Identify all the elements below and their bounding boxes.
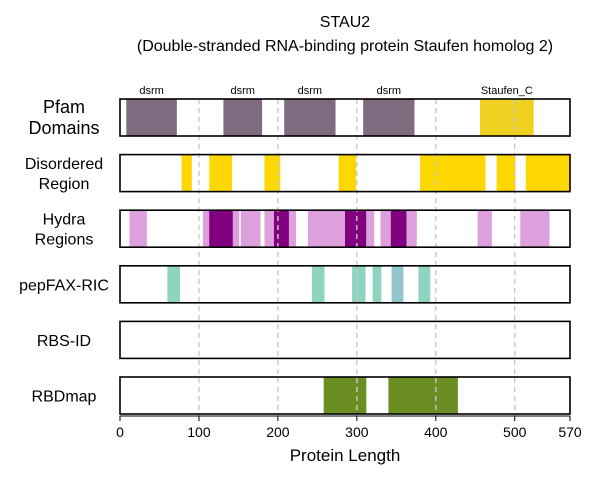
x-tick-label: 570	[558, 424, 582, 440]
track-segments	[126, 99, 534, 136]
x-tick-label: 0	[116, 424, 124, 440]
track-background	[120, 265, 570, 303]
track-label: RBS-ID	[37, 333, 91, 350]
feature-segment	[388, 377, 458, 414]
feature-segment	[232, 210, 240, 248]
domain-label: dsrm	[139, 85, 163, 97]
feature-segment	[240, 210, 261, 248]
x-tick-label: 200	[266, 424, 290, 440]
feature-segment	[380, 210, 391, 248]
track-label: pepFAX-RIC	[19, 277, 109, 294]
feature-segment	[129, 210, 147, 248]
track-label: Disordered	[25, 156, 103, 173]
feature-segment	[418, 265, 431, 303]
feature-segment	[525, 154, 570, 192]
feature-segment	[480, 99, 534, 136]
track: Hydra Regions	[35, 210, 570, 249]
feature-segment	[264, 210, 274, 248]
x-tick-label: 300	[345, 424, 369, 440]
domain-label: dsrm	[298, 85, 322, 97]
track: pepFAX-RIC	[19, 265, 570, 303]
feature-segment	[167, 265, 180, 303]
x-axis-title: Protein Length	[290, 446, 401, 465]
feature-segment	[209, 210, 233, 248]
track-border	[119, 320, 571, 360]
feature-segment	[372, 265, 382, 303]
track-background	[120, 321, 570, 359]
track-border	[119, 153, 571, 193]
feature-segment	[420, 154, 486, 192]
domain-label: dsrm	[377, 85, 401, 97]
feature-segment	[209, 154, 233, 192]
track-label: Region	[39, 176, 90, 193]
feature-segment	[363, 99, 415, 136]
feature-segment	[223, 99, 263, 136]
chart-title-line-2: (Double-stranded RNA-binding protein Sta…	[137, 38, 553, 55]
chart-title-line-1: STAU2	[320, 14, 370, 31]
track-border	[119, 98, 571, 137]
feature-segment	[391, 265, 404, 303]
track-label: Domains	[28, 118, 99, 138]
x-tick-label: 500	[503, 424, 527, 440]
feature-segment	[202, 210, 210, 248]
x-tick-label: 400	[424, 424, 448, 440]
feature-segment	[406, 210, 417, 248]
feature-segment	[345, 210, 367, 248]
track-border	[119, 264, 571, 304]
feature-segment	[264, 154, 281, 192]
track: RBDmap	[32, 377, 570, 414]
track-segments	[167, 265, 431, 303]
feature-segment	[352, 265, 366, 303]
track: RBS-ID	[37, 321, 570, 359]
feature-segment	[273, 210, 289, 248]
x-axis: 0 100 200 300 400 500 570	[116, 415, 582, 440]
feature-segment	[284, 99, 336, 136]
track-segments	[181, 154, 570, 192]
feature-segment	[496, 154, 516, 192]
track-label: RBDmap	[32, 389, 97, 406]
track-label: Regions	[35, 232, 94, 249]
domain-label: Staufen_C	[481, 85, 533, 97]
feature-segment	[311, 265, 325, 303]
feature-segment	[288, 210, 297, 248]
feature-segment	[390, 210, 407, 248]
track-segments	[323, 377, 458, 414]
feature-segment	[477, 210, 492, 248]
track: Disordered Region	[25, 154, 570, 193]
domain-label: dsrm	[231, 85, 255, 97]
track-label: Hydra	[43, 212, 86, 229]
feature-segment	[366, 210, 375, 248]
x-tick-label: 100	[187, 424, 211, 440]
feature-segment	[126, 99, 177, 136]
track-segments	[129, 210, 550, 248]
feature-segment	[181, 154, 192, 192]
track-label: Pfam	[43, 97, 85, 117]
feature-segment	[307, 210, 345, 248]
track-border	[119, 376, 571, 415]
feature-segment	[338, 154, 357, 192]
feature-segment	[520, 210, 550, 248]
feature-segment	[323, 377, 367, 414]
track-border	[119, 209, 571, 248]
